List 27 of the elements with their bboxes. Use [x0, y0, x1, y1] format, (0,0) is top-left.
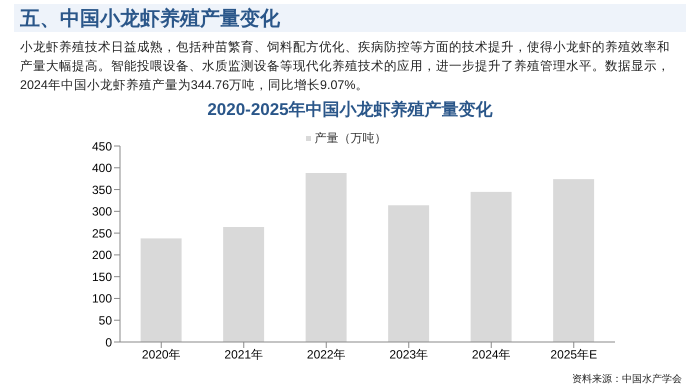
bar: [140, 238, 182, 342]
y-tick-label: 450: [92, 139, 112, 154]
y-tick-label: 0: [105, 335, 112, 350]
bar: [388, 205, 430, 342]
x-tick-label: 2024年: [472, 348, 511, 362]
y-tick-label: 150: [92, 270, 112, 284]
x-tick-label: 2021年: [224, 348, 264, 362]
text: 资料来源：中国水产学会: [572, 372, 682, 386]
text: 小龙虾养殖技术日益成熟，包括种苗繁育、饲料配方优化、疾病防控等方面的技术提升，使得小龙虾的养殖效率和产量大幅提高。智能投喂设备、水质监测设备等现代化养殖技术的应用，进一步提升了养殖管理水平。数据显示，2024年中国小龙虾养殖产量为344.76万吨，同比增长9.07%。: [20, 39, 671, 94]
text: 五、中国小龙虾养殖产量变化: [20, 6, 280, 32]
y-tick-label: 350: [92, 182, 112, 197]
y-tick-label: 250: [92, 226, 112, 240]
x-tick-label: 2022年: [306, 348, 346, 362]
legend-label: 产量（万吨）: [314, 131, 386, 145]
bar: [470, 192, 512, 342]
y-tick-label: 50: [98, 313, 112, 328]
bar: [306, 173, 347, 342]
y-tick-label: 300: [92, 204, 112, 219]
x-tick-label: 2023年: [389, 348, 428, 362]
y-tick-label: 400: [92, 161, 112, 176]
x-tick-label: 2025年E: [550, 348, 598, 362]
chart-title: 2020-2025年中国小龙虾养殖产量变化: [206, 99, 494, 121]
x-tick-label: 2020年: [142, 348, 181, 362]
bar: [223, 227, 264, 342]
y-tick-label: 100: [92, 292, 112, 306]
bar: [553, 179, 594, 342]
y-tick-label: 200: [92, 248, 112, 262]
